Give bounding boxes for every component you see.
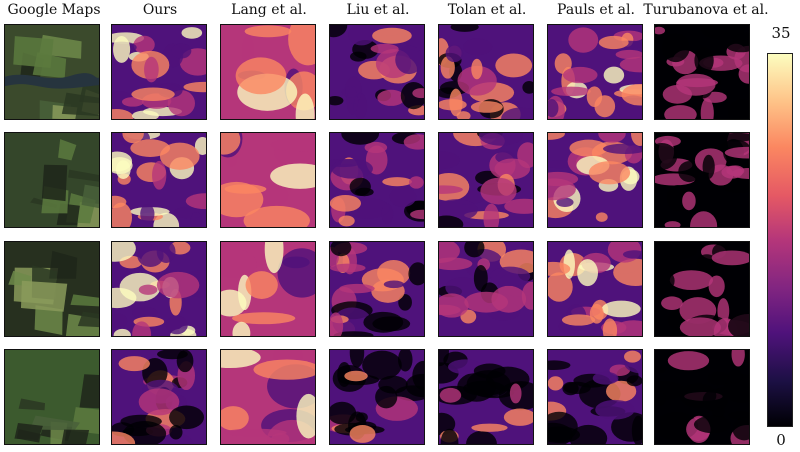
height-map-r2-c3 xyxy=(220,132,316,228)
height-map-r4-c4 xyxy=(329,349,425,445)
height-map-r3-c4 xyxy=(329,241,425,337)
header-ours: Ours xyxy=(142,2,178,18)
colorbar xyxy=(767,53,793,427)
height-map-r3-c3 xyxy=(220,241,316,337)
height-map-r3-c6 xyxy=(547,241,643,337)
height-map-r2-c7 xyxy=(654,132,750,228)
height-map-r3-c2 xyxy=(111,241,207,337)
header-turubanova: Turubanova et al. xyxy=(643,2,769,18)
height-map-r4-c5 xyxy=(438,349,534,445)
height-map-r1-c4 xyxy=(329,24,425,120)
height-map-r2-c5 xyxy=(438,132,534,228)
height-map-r3-c7 xyxy=(654,241,750,337)
satellite-image-r2-c1 xyxy=(4,132,100,228)
satellite-image-r4-c1 xyxy=(4,349,100,445)
height-map-r1-c7 xyxy=(654,24,750,120)
header-tolan: Tolan et al. xyxy=(447,2,527,18)
satellite-image-r3-c1 xyxy=(4,241,100,337)
header-pauls: Pauls et al. xyxy=(557,2,635,18)
height-map-r4-c7 xyxy=(654,349,750,445)
height-map-r1-c5 xyxy=(438,24,534,120)
height-map-r1-c2 xyxy=(111,24,207,120)
height-map-r2-c6 xyxy=(547,132,643,228)
height-map-r2-c4 xyxy=(329,132,425,228)
header-google-maps: Google Maps xyxy=(7,2,101,18)
header-liu: Liu et al. xyxy=(346,2,410,18)
height-map-r1-c6 xyxy=(547,24,643,120)
height-map-r4-c3 xyxy=(220,349,316,445)
colorbar-min-label: 0 xyxy=(776,431,786,449)
colorbar-max-label: 35 xyxy=(771,24,791,42)
height-map-r4-c2 xyxy=(111,349,207,445)
height-map-r2-c2 xyxy=(111,132,207,228)
height-map-r1-c3 xyxy=(220,24,316,120)
height-map-r3-c5 xyxy=(438,241,534,337)
height-map-r4-c6 xyxy=(547,349,643,445)
satellite-image-r1-c1 xyxy=(4,24,100,120)
header-lang: Lang et al. xyxy=(231,2,307,18)
